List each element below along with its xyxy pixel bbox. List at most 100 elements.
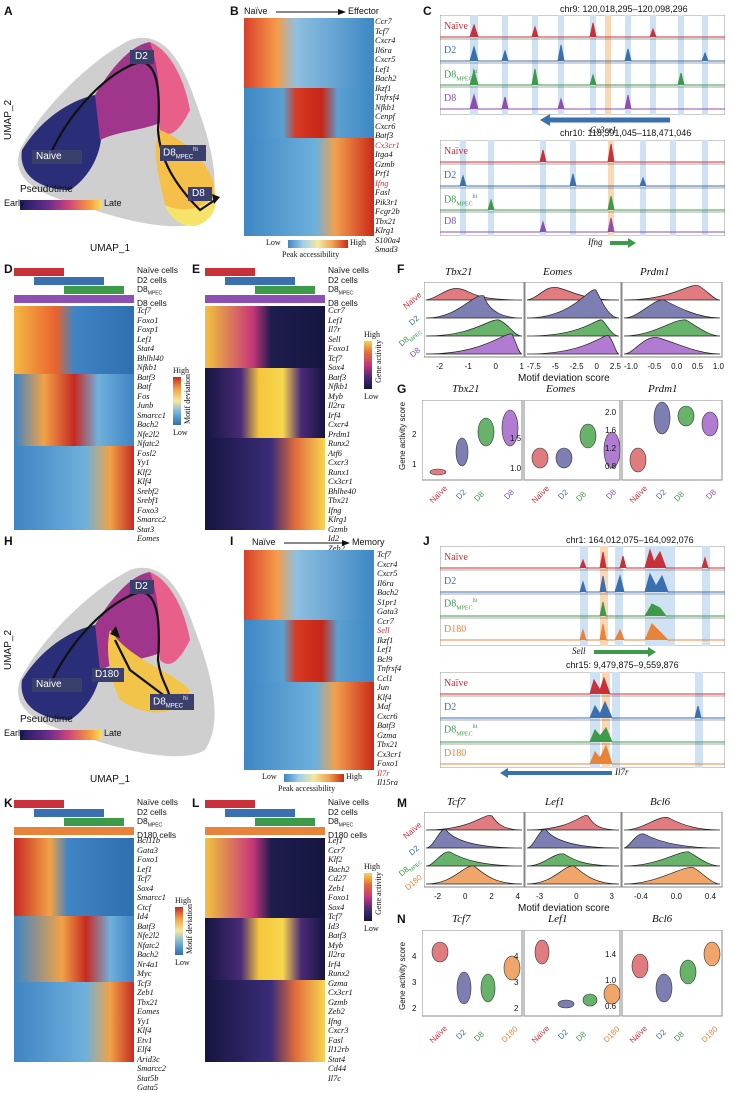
c2-track-d8mpec: D8MPEChi [444,194,478,208]
b-colorbar [288,240,348,248]
heatmap-b [244,18,374,236]
c1-track-naive: Naïve [444,21,468,32]
panel-label-f: F [397,262,405,276]
f-ticks-1: -2 -1 0 1 [436,362,524,371]
j2-track-d8mpec: D8MPEChi [444,724,478,738]
i-colorbar [284,774,344,782]
panel-label-n: N [397,912,406,926]
b-from: Naïve [244,6,268,16]
f-title-2: Eomes [543,266,573,278]
d-cb-high: High [173,366,189,375]
j2-gene-name: Il7r [615,767,629,777]
i-cb-high: High [346,772,362,781]
m-title-3: Bcl6 [650,796,671,808]
heatmap-i [244,550,374,770]
pseudotime-early: Early [4,198,25,208]
f-ticks-3: -1.0 -0.5 0.0 0.5 1.0 [624,362,724,371]
violins-n [422,930,723,1017]
g-ylabel: Gene activity score [398,401,407,470]
n-ylabel: Gene activity score [398,941,407,1010]
m-xlabel: Motif deviation score [518,903,610,914]
c-locus-2: chr10: 118,391,045–118,471,046 [560,128,692,138]
heatmap-l [205,800,325,1062]
k-cb-high: High [175,896,191,905]
n-xlabels: Naïve D2 D8 D180 Naïve D2 D8 D180 Naïve … [427,1023,720,1046]
e-groups: Naïve cells D2 cells D8MPEC D8 cells [328,265,369,309]
i-cb-low: Low [262,772,277,781]
g-yt-2: 1.5 1.0 [510,434,522,473]
gene-list-k: Bcl11b Gata3 Foxo1 Lef1 Tcf7 Sox4 Smarcc1 Ctcf I… [137,836,166,1092]
m-title-1: Tcf7 [447,796,466,808]
panel-label-g: G [397,382,407,396]
d-colorbar [173,377,181,425]
tracks-c1 [440,15,725,115]
panel-label-a: A [4,4,13,18]
f-row-d8: D8 [408,345,422,360]
f-xlabel: Motif deviation score [518,373,610,384]
panel-label-b: B [230,4,239,18]
h-state-d2: D2 [135,581,148,592]
k-cb-title: Motif deviation [185,904,194,954]
c2-gene-name: Ifng [588,237,603,247]
b-to: Effector [348,6,379,16]
j2-gene-arrow [500,768,612,778]
f-row-d8mpec: D8MPEC [397,329,424,349]
c2-gene-arrow [610,238,636,248]
i-cb-title: Peak accessibility [278,784,336,793]
panel-label-c: C [423,4,432,18]
k-cb-low: Low [175,958,190,967]
panel-label-j: J [423,534,430,548]
h-state-d180: D180 [95,669,119,680]
panel-label-e: E [192,262,201,276]
h-pseudotime-early: Early [4,728,25,738]
n-yt-3: 1.4 1.0 0.6 [605,950,617,1011]
j-locus-2: chr15: 9,479,875–9,559,876 [566,660,679,670]
j1-track-d2: D2 [444,576,457,587]
j1-track-d8mpec: D8MPEChi [444,598,478,612]
umap-h-ylabel: UMAP_2 [3,629,14,670]
i-arrow [284,540,350,546]
c1-track-d8: D8 [444,93,457,104]
pseudotime-title: Pseudotime [20,184,73,195]
m-title-2: Lef1 [545,796,565,808]
n-title-3: Bcl6 [652,913,673,925]
f-title-1: Tbx21 [445,266,473,278]
l-groups: Naïve cells D2 cells D8MPEC D180 cells [328,797,369,841]
state-naive: Naive [36,151,62,162]
state-d2: D2 [135,51,148,62]
h-pseudotime-title: Pseudotime [20,714,73,725]
j1-gene-arrow [594,647,656,657]
gene-list-d: Tcf7 Foxo1 Foxp1 Lef1 Stat4 Bhlhl40 Nfkb1 Batf3… [137,306,166,543]
gene-list-l: Lef1 Ccr7 Klf2 Bach2 Cd27 Zeb1 Foxo1 Sox4 Tcf7 Id… [328,836,353,1083]
gene-list-b: Ccr7 Tcf7 Cxcr4 Il6ra Cxcr5 Lef1 Bach2 Ikzf1 Tnf… [375,17,401,254]
pseudotime-late: Late [104,198,122,208]
j1-track-naive: Naïve [444,552,468,563]
c1-track-d2: D2 [444,45,457,56]
state-d8: D8 [192,188,205,199]
e-colorbar [364,341,372,389]
f-row-naive: Naïve [401,290,424,311]
gene-list-e: Ccr7 Lef1 Il7r Sell Foxo1 Tcf7 Sox4 Batf3 Nfkb1 M… [328,306,356,553]
g-title-2: Eomes [546,383,576,395]
state-d8mpec: D8MPEChi [163,147,198,161]
tracks-j2 [440,672,725,768]
c2-track-d2: D2 [444,170,457,181]
ridge-f [424,282,723,358]
f-ticks-2: -7.5 -5 -2.5 0 2.5 [527,362,621,371]
h-state-naive: Naive [36,679,62,690]
f-row-d2: D2 [407,313,421,328]
c2-track-naive: Naïve [444,146,468,157]
c-locus-1: chr9: 120,018,295–120,098,296 [560,4,688,14]
e-cb-high: High [364,330,380,339]
k-colorbar [175,907,183,955]
g-title-1: Tbx21 [452,383,480,395]
m-row-d2: D2 [407,843,421,858]
d-cb-low: Low [173,428,188,437]
g-xlabels: Naïve D2 D8 D8 Naïve D2 D8 D8 Naïve D2 D… [427,483,718,506]
j-locus-1: chr1: 164,012,075–164,092,076 [566,535,694,545]
tracks-c2 [440,140,725,236]
panel-label-k: K [4,796,13,810]
umap-h-xlabel: UMAP_1 [90,774,131,785]
l-colorbar [364,873,372,921]
